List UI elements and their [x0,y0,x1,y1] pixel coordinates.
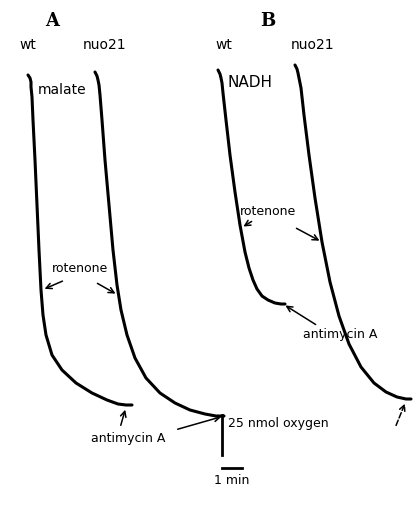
Text: antimycin A: antimycin A [90,432,165,445]
Text: antimycin A: antimycin A [302,328,376,341]
Text: rotenone: rotenone [52,262,108,275]
Text: nuo21: nuo21 [290,38,334,52]
Text: malate: malate [38,83,86,97]
Text: NADH: NADH [228,75,272,90]
Text: 25 nmol oxygen: 25 nmol oxygen [228,417,328,430]
Text: 1 min: 1 min [214,474,249,487]
Text: nuo21: nuo21 [83,38,126,52]
Text: A: A [45,12,59,30]
Text: wt: wt [215,38,232,52]
Text: B: B [260,12,275,30]
Text: wt: wt [19,38,36,52]
Text: rotenone: rotenone [239,205,295,218]
